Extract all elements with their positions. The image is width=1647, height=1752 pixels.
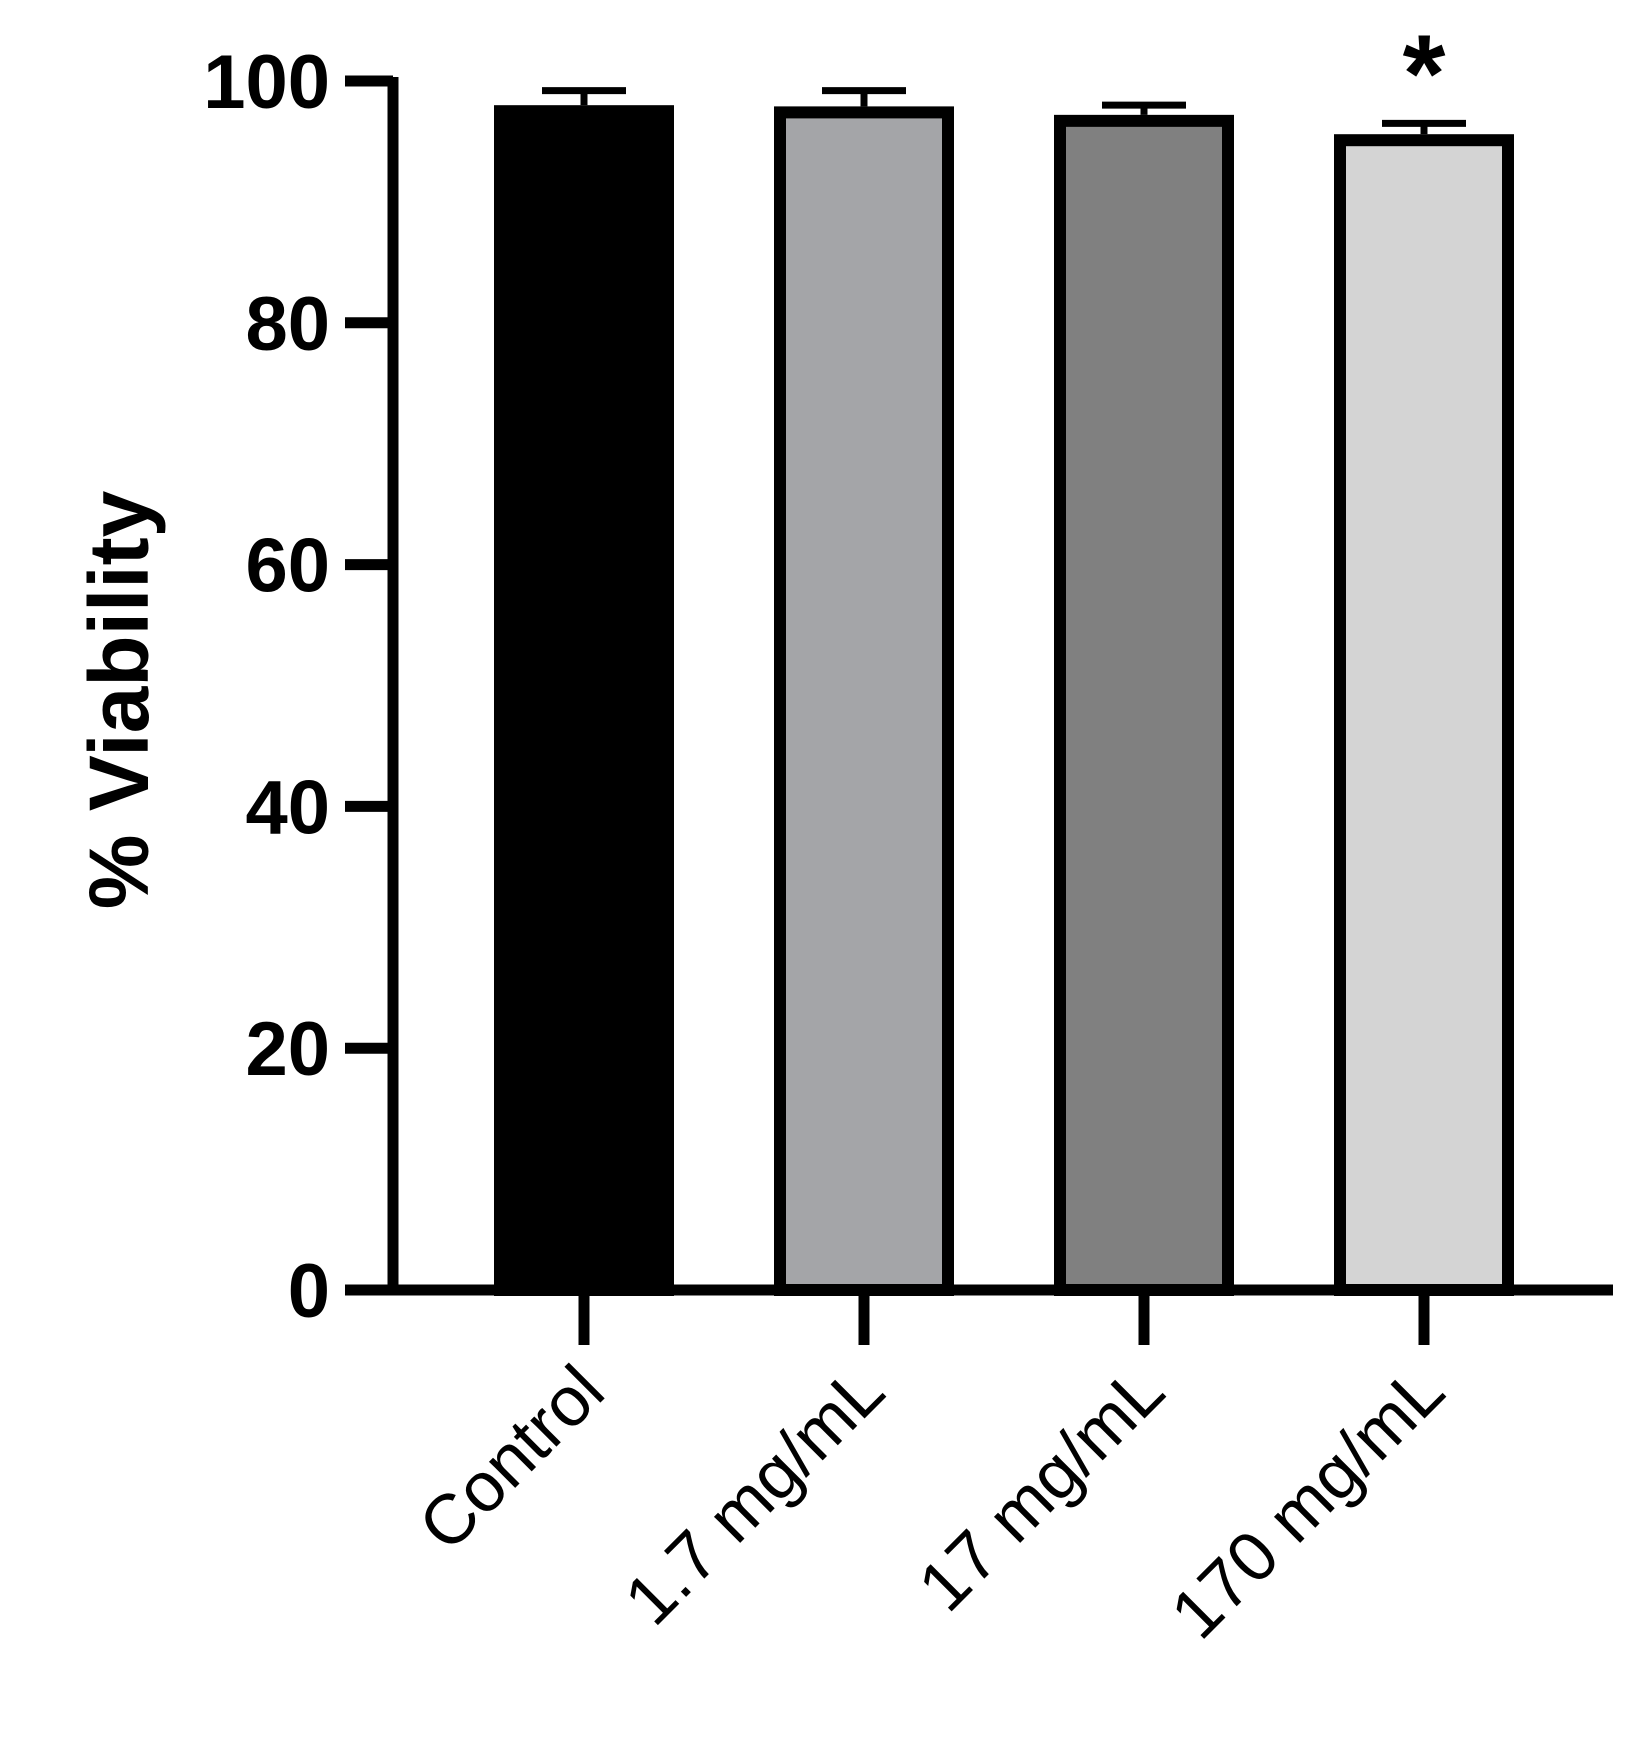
annotations-layer: * bbox=[1403, 12, 1446, 135]
error-bar-1 bbox=[822, 87, 906, 107]
error-bar-3 bbox=[1382, 119, 1466, 135]
bar-0 bbox=[494, 105, 674, 1296]
bars-layer bbox=[494, 105, 1514, 1296]
y-ticks-layer: 0 20 40 60 80 100 bbox=[203, 40, 393, 1334]
y-tick-label-5: 100 bbox=[203, 40, 330, 125]
error-bar-2 bbox=[1102, 101, 1186, 115]
x-tick-label-0: Control bbox=[404, 1350, 619, 1565]
x-tick-label-1: 1.7 mg/mL bbox=[610, 1350, 899, 1639]
error-bars-layer bbox=[542, 87, 1466, 135]
x-tick-label-2: 17 mg/mL bbox=[903, 1350, 1178, 1625]
axes-layer bbox=[345, 77, 1613, 1296]
error-bar-0 bbox=[542, 87, 626, 106]
y-tick-label-3: 60 bbox=[245, 524, 330, 609]
y-tick-label-1: 20 bbox=[245, 1007, 330, 1092]
significance-marker-3: * bbox=[1403, 12, 1446, 135]
y-tick-label-2: 40 bbox=[245, 765, 330, 850]
bar-1 bbox=[774, 106, 954, 1296]
y-tick-label-0: 0 bbox=[288, 1249, 330, 1334]
x-tick-label-3: 170 mg/mL bbox=[1156, 1350, 1459, 1653]
bar-3 bbox=[1334, 134, 1514, 1296]
y-tick-label-4: 80 bbox=[245, 282, 330, 367]
bar-2 bbox=[1054, 114, 1234, 1296]
y-axis-title: % Viability bbox=[72, 490, 166, 909]
